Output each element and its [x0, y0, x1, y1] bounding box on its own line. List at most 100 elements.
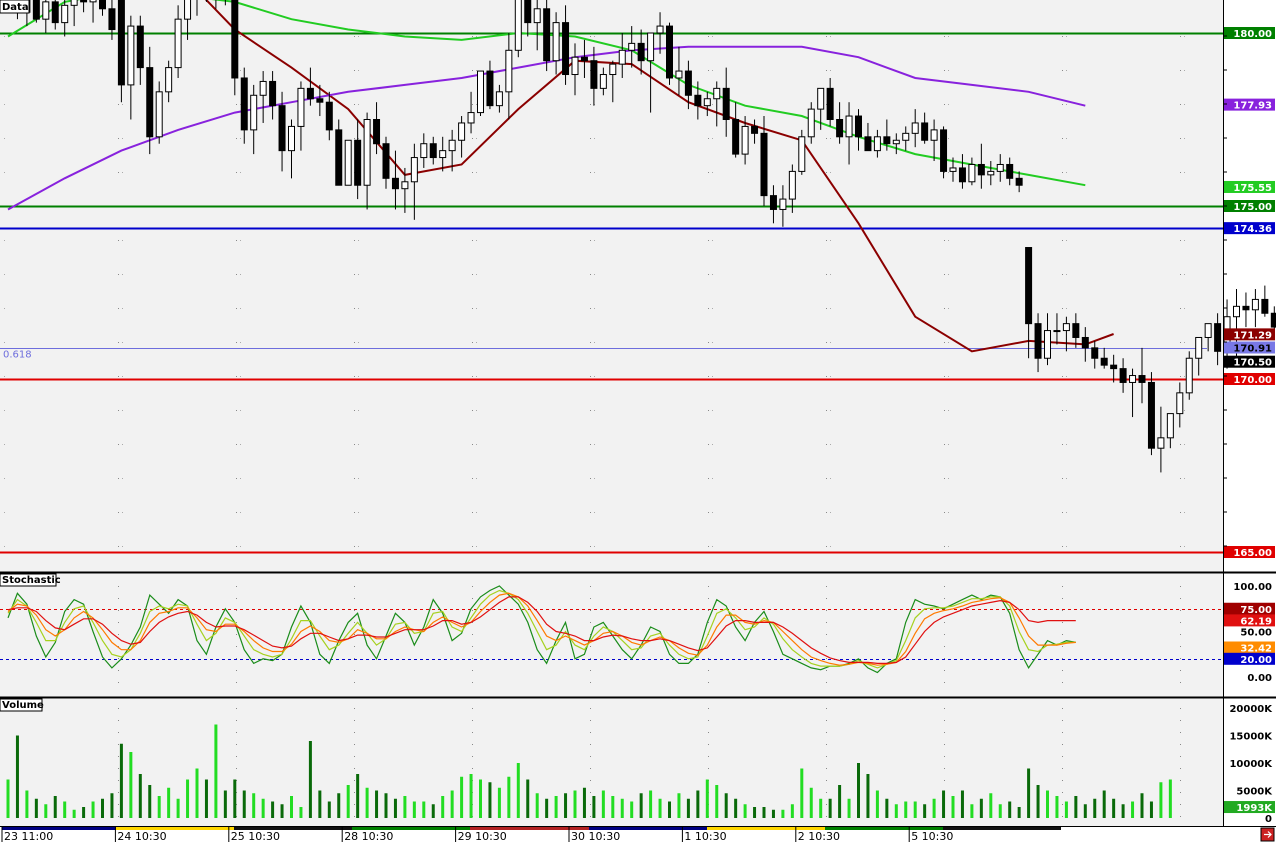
candle — [864, 122, 872, 152]
volume-bar — [119, 743, 123, 818]
candle — [117, 0, 125, 103]
volume-bar — [686, 798, 690, 818]
session-strip-segment — [116, 827, 234, 830]
candle — [666, 22, 673, 85]
candle — [196, 0, 198, 16]
candle — [902, 126, 910, 151]
volume-bar — [384, 793, 388, 818]
scroll-right-button[interactable] — [1260, 827, 1275, 842]
volume-bar — [422, 801, 426, 818]
volume-bar — [1064, 801, 1068, 818]
volume-bar — [393, 798, 397, 818]
candle — [1195, 336, 1203, 376]
candle — [1251, 289, 1259, 328]
candle — [363, 112, 371, 210]
volume-bar — [25, 790, 29, 818]
volume-bar — [800, 768, 804, 818]
candle — [694, 81, 702, 120]
candle — [609, 60, 617, 103]
price-tag-label: 180.00 — [1233, 29, 1272, 40]
volume-bar — [1055, 796, 1059, 818]
price-tag-label: 171.29 — [1233, 330, 1272, 341]
candle — [1138, 347, 1146, 404]
candle — [1100, 347, 1108, 369]
volume-bar — [375, 790, 379, 818]
candle — [1129, 368, 1137, 418]
candle — [684, 60, 692, 110]
candle — [1185, 351, 1193, 400]
volume-bar — [753, 807, 757, 818]
volume-bar — [790, 804, 794, 818]
volume-bar — [261, 798, 265, 818]
volume-bar — [828, 798, 832, 818]
volume-bar — [271, 801, 275, 818]
candle — [1157, 406, 1165, 473]
session-strip-segment — [825, 827, 943, 830]
volume-bar — [913, 801, 917, 818]
candle — [751, 119, 759, 144]
session-strip-segment — [470, 827, 589, 830]
candle — [883, 119, 891, 151]
candle — [732, 102, 740, 158]
stoch-tag: 100.00 — [1233, 582, 1272, 593]
price-tag: 175.00 — [1224, 200, 1275, 213]
candle — [807, 102, 815, 144]
volume-bar — [101, 798, 104, 818]
volume-bar — [1121, 804, 1125, 818]
price-tag: 170.00 — [1224, 373, 1275, 386]
candle — [873, 129, 881, 158]
volume-bar — [960, 790, 964, 818]
x-axis-label: 1 10:30 — [684, 830, 726, 842]
candle — [618, 33, 626, 78]
volume-bar — [592, 796, 596, 818]
candle — [174, 5, 182, 78]
volume-bar — [762, 807, 766, 818]
grid-dots — [4, 36, 1185, 817]
volume-bar — [148, 785, 152, 818]
stochastic-pane-title: Stochastic — [2, 575, 61, 586]
candle — [108, 0, 116, 40]
candle — [240, 67, 248, 144]
volume-bar — [1083, 804, 1087, 818]
price-tag-label: 177.93 — [1233, 101, 1272, 112]
volume-bar — [838, 785, 842, 818]
price-tag: 174.36 — [1224, 222, 1275, 235]
stoch-tag-label: 0.00 — [1247, 673, 1272, 684]
volume-bar — [639, 793, 643, 818]
volume-bar — [280, 804, 284, 818]
session-strip-segment — [707, 827, 825, 830]
candle — [1034, 313, 1042, 373]
volume-bar — [620, 798, 624, 818]
price-tag: 171.29 — [1224, 328, 1275, 341]
price-tag: 180.00 — [1224, 27, 1275, 40]
volume-bar — [724, 793, 728, 818]
candle — [1025, 247, 1033, 359]
volume-bar — [535, 793, 539, 818]
candle — [930, 119, 938, 162]
volume-bar — [233, 779, 237, 818]
x-axis-label: 29 10:30 — [458, 830, 507, 842]
stoch-tag: 75.00 — [1224, 602, 1275, 616]
candle — [543, 0, 551, 72]
candle — [940, 126, 948, 179]
volume-bar — [668, 801, 671, 818]
volume-bar — [715, 785, 719, 818]
price-tag: 170.50 — [1224, 355, 1275, 369]
volume-bar — [554, 796, 558, 818]
candle — [1166, 413, 1174, 449]
candle — [675, 46, 683, 96]
x-axis-label: 28 10:30 — [344, 830, 393, 842]
volume-bar — [82, 807, 86, 818]
volume-bar — [582, 787, 586, 818]
volume-bar — [696, 790, 700, 818]
candle — [495, 84, 503, 113]
candle — [1081, 327, 1089, 362]
candles — [7, 0, 1276, 473]
volume-bar — [1112, 798, 1116, 818]
volume-bar — [1131, 801, 1135, 818]
volume-bar — [91, 801, 95, 818]
volume-bar — [847, 798, 851, 818]
volume-bar — [327, 801, 331, 818]
